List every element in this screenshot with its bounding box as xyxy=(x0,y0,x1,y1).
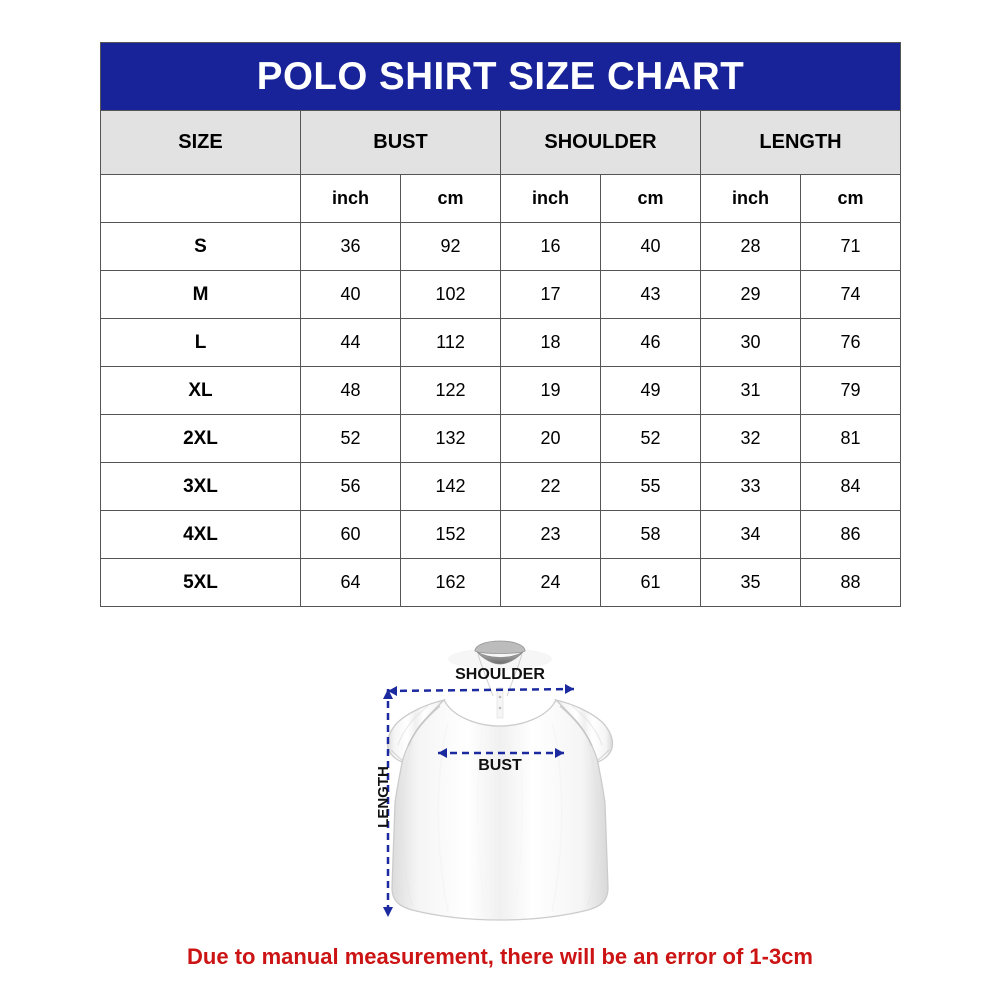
svg-text:LENGTH: LENGTH xyxy=(375,766,392,828)
svg-text:BUST: BUST xyxy=(478,757,522,774)
svg-text:SHOULDER: SHOULDER xyxy=(455,666,545,683)
